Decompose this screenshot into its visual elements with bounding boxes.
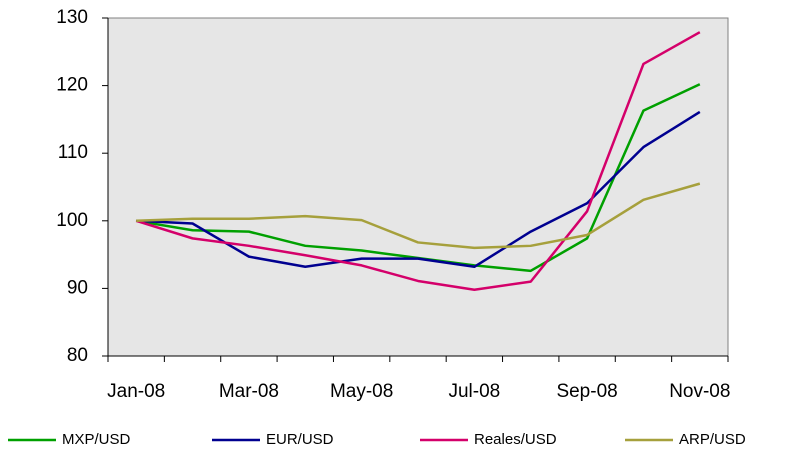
plot-area: [107, 17, 729, 357]
y-tick-label: 120: [56, 75, 88, 96]
series-line: [135, 31, 701, 292]
x-tick-label: Nov-08: [669, 381, 730, 402]
legend-label: ARP/USD: [679, 431, 746, 448]
series-line: [136, 110, 701, 269]
legend-label: MXP/USD: [62, 431, 131, 448]
x-tick-label: Jan-08: [107, 381, 165, 402]
y-tick-label: 130: [56, 7, 88, 28]
x-tick-label: Jul-08: [448, 381, 500, 402]
x-tick-label: Mar-08: [219, 381, 279, 402]
legend-label: EUR/USD: [266, 431, 334, 448]
x-tick-label: Sep-08: [556, 381, 617, 402]
y-tick-label: 90: [67, 277, 88, 298]
y-tick-label: 100: [56, 210, 88, 231]
x-tick-label: May-08: [330, 381, 393, 402]
series-line: [136, 182, 701, 250]
legend-label: Reales/USD: [474, 431, 557, 448]
y-tick-label: 80: [67, 345, 88, 366]
y-tick-label: 110: [58, 142, 88, 163]
